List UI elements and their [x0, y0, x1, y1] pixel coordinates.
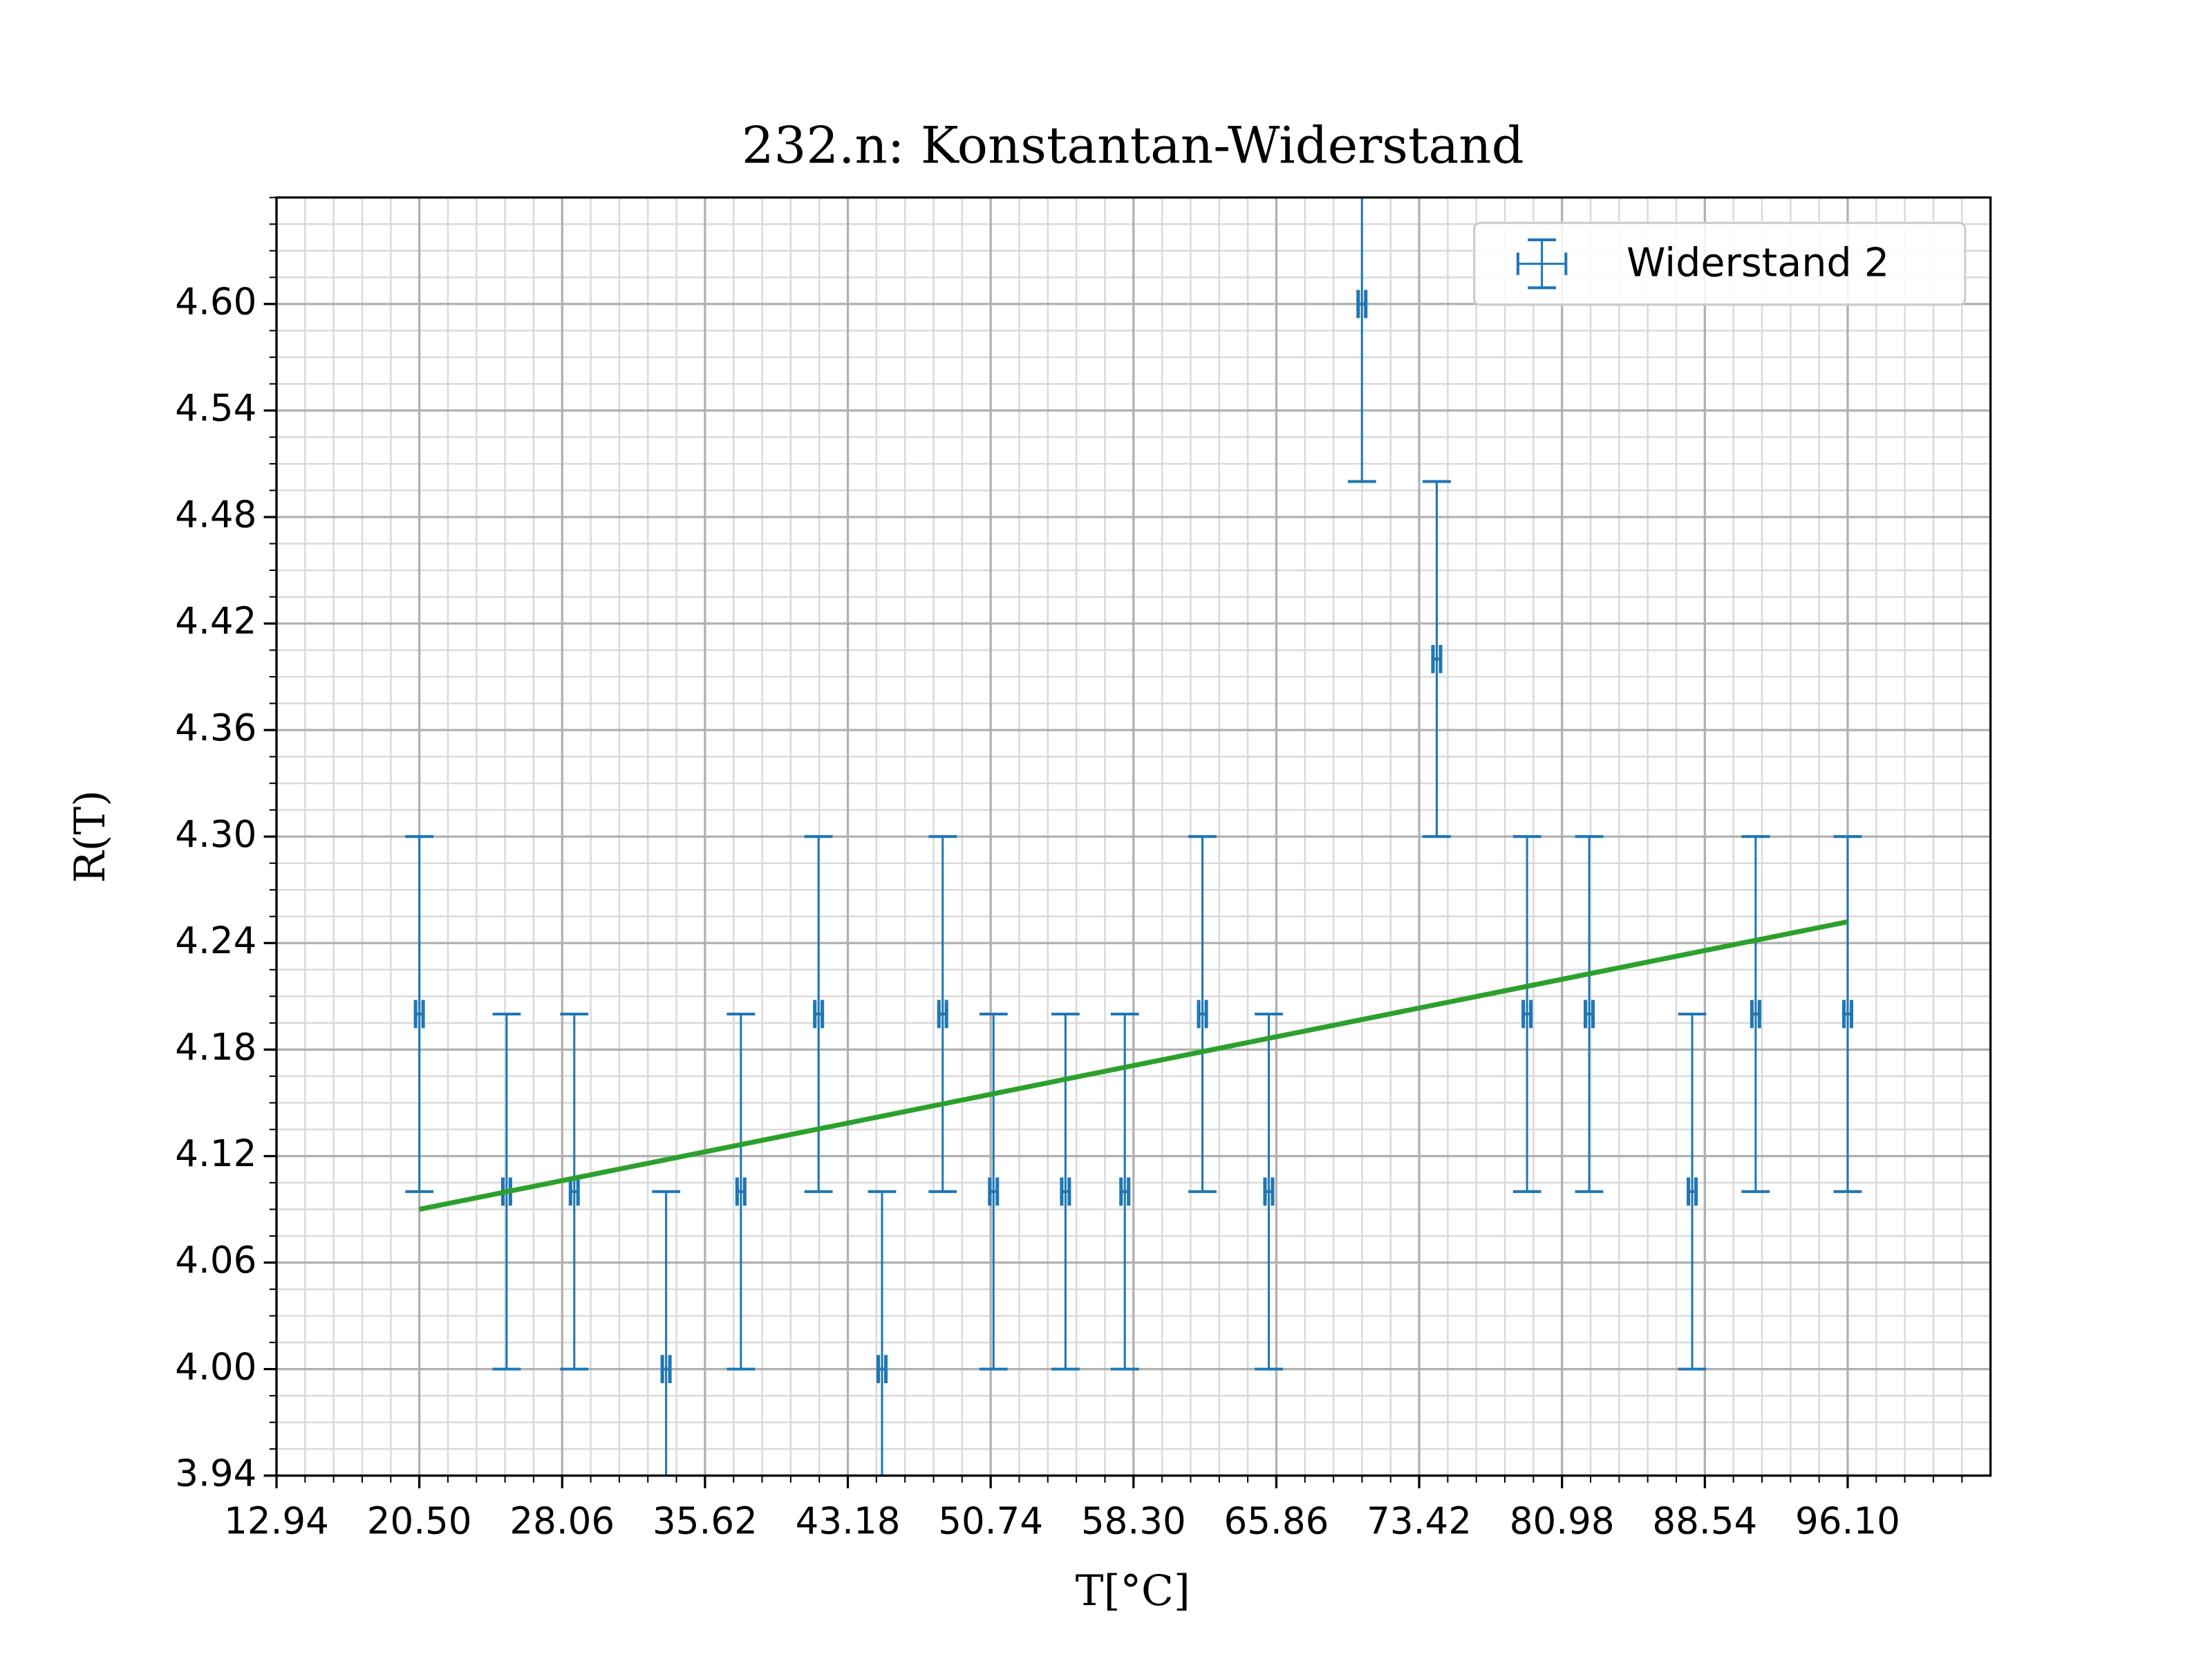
y-tick-label: 4.18	[175, 1026, 256, 1069]
x-tick-label: 43.18	[796, 1500, 901, 1543]
chart-title: 232.n: Konstantan-Widerstand	[742, 116, 1524, 175]
y-tick-label: 4.12	[175, 1132, 256, 1175]
x-tick-label: 12.94	[224, 1500, 329, 1543]
y-tick-label: 3.94	[175, 1452, 256, 1494]
x-tick-label: 20.50	[367, 1500, 472, 1543]
x-tick-label: 50.74	[938, 1500, 1043, 1543]
y-tick-label: 4.06	[175, 1239, 256, 1282]
legend-box	[1473, 221, 1967, 306]
x-tick-label: 88.54	[1652, 1500, 1757, 1543]
axes: 12.94 20.50 28.06 35.62 43.18 50.74 58.30 65.86…	[175, 196, 1967, 1543]
x-tick-label: 73.42	[1367, 1500, 1472, 1543]
y-tick-label: 4.30	[175, 813, 256, 856]
y-tick-label: 4.54	[175, 387, 256, 430]
plot-area	[405, 197, 1862, 1476]
x-tick-label: 96.10	[1795, 1500, 1900, 1543]
x-tick-label: 28.06	[509, 1500, 615, 1543]
y-tick-label: 4.24	[175, 919, 256, 962]
y-tick-label: 4.42	[175, 600, 256, 643]
fit-line	[418, 919, 1848, 1212]
y-tick-label: 4.36	[175, 706, 256, 749]
x-tick-label: 65.86	[1224, 1500, 1329, 1543]
x-tick-label: 80.98	[1510, 1500, 1615, 1543]
x-tick-label: 35.62	[653, 1500, 758, 1543]
y-tick-label: 4.48	[175, 494, 256, 536]
grid	[275, 196, 1991, 1477]
legend-label: Widerstand 2	[1627, 240, 1889, 285]
x-tick-label: 58.30	[1081, 1500, 1186, 1543]
x-axis-label: T[°C]	[1076, 1566, 1190, 1615]
y-axis-label: R(T)	[66, 790, 115, 883]
y-tick-label: 4.60	[175, 280, 256, 323]
y-tick-label: 4.00	[175, 1345, 256, 1388]
